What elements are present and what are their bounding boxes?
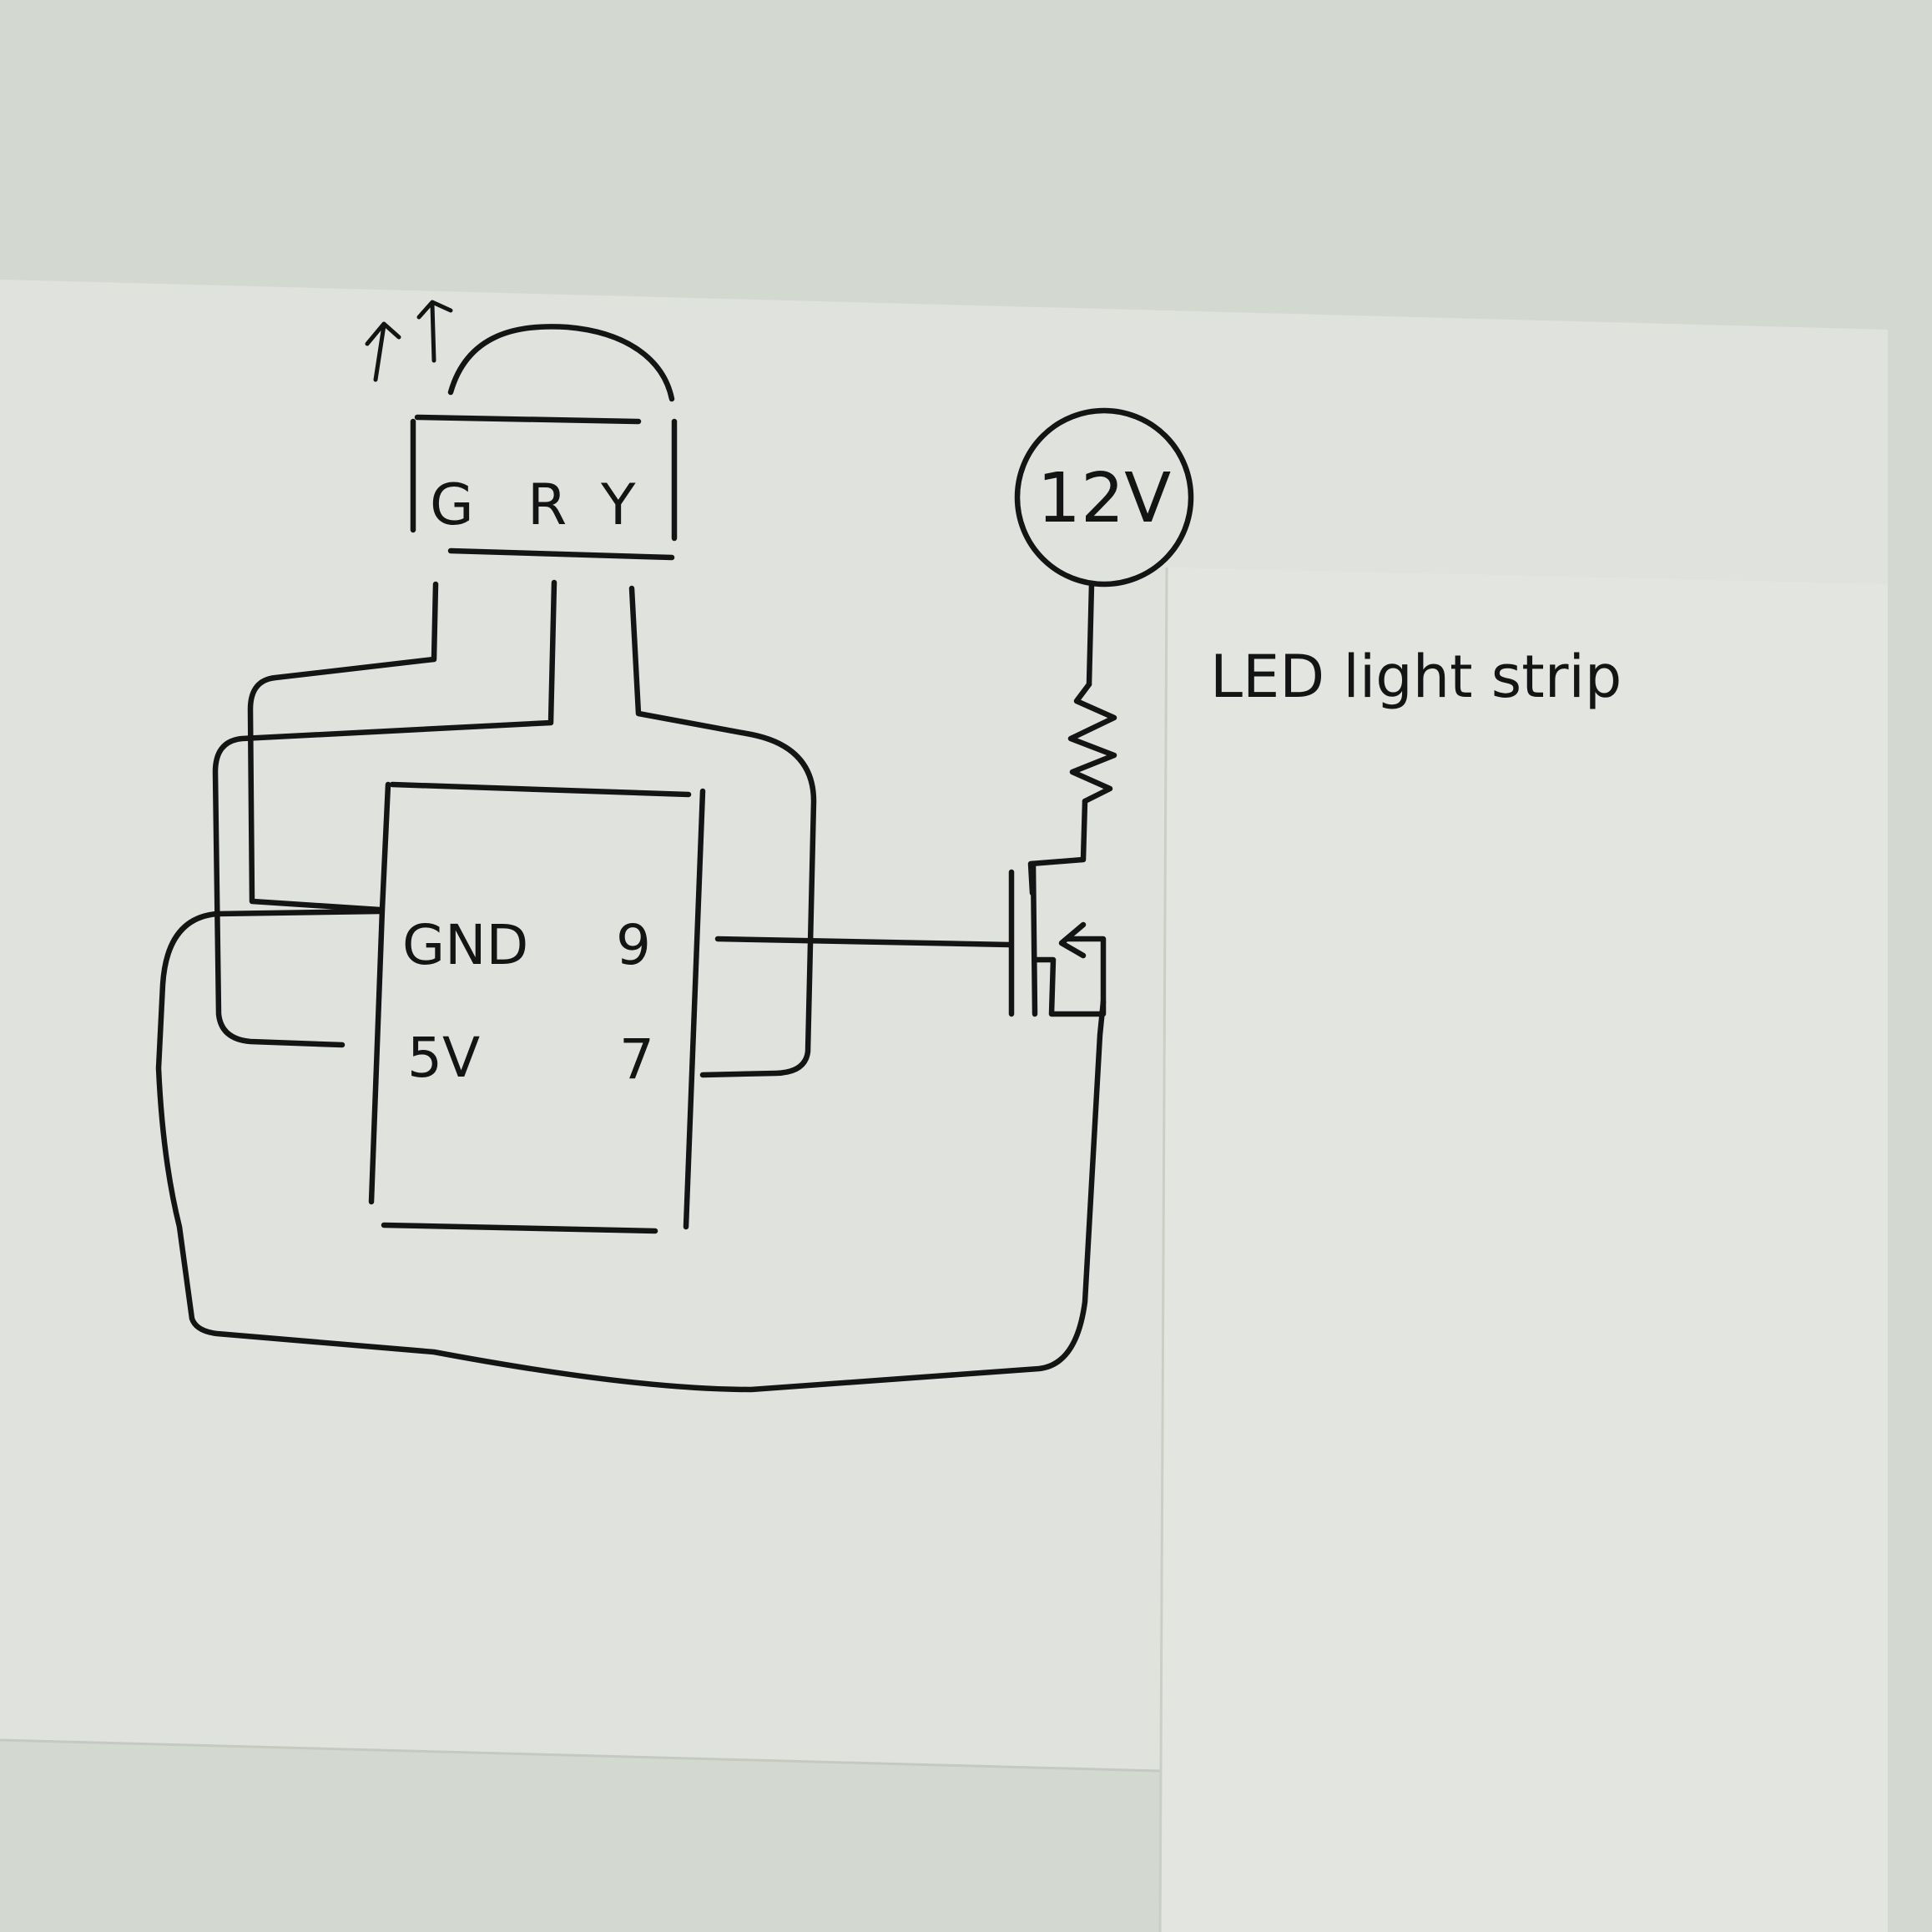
signal-arrow-icon	[365, 321, 401, 382]
board-top-edge	[389, 781, 692, 798]
power-stage: 12V	[1008, 407, 1194, 1017]
controller-board: GND 5V 9 7	[368, 781, 706, 1234]
board-pin-9: 9	[616, 913, 651, 977]
board-right-edge	[683, 788, 706, 1230]
signal-arrow-icon-2	[416, 300, 453, 363]
wire-supply	[1086, 581, 1095, 688]
paper-edge	[1158, 567, 1168, 1932]
led-strip-label: LED light strip	[1210, 643, 1622, 711]
board-bottom-edge	[381, 1222, 658, 1234]
board-pin-7: 7	[619, 1027, 654, 1092]
sensor-pin-g: G	[430, 472, 474, 538]
wires	[155, 579, 1107, 1393]
board-pin-5v: 5V	[407, 1026, 480, 1090]
mosfet-arrow-icon	[1058, 921, 1087, 959]
board-left-edge	[368, 781, 391, 1205]
power-source-label: 12V	[1037, 459, 1171, 538]
sensor-bottom-edge	[447, 547, 675, 561]
mosfet-source-lead	[1032, 936, 1107, 1017]
wire-gate	[714, 936, 1013, 948]
board-pin-gnd: GND	[402, 913, 528, 977]
sensor-top-edge	[414, 414, 642, 425]
paper-edge-bottom	[0, 1738, 1161, 1773]
sensor-dome	[447, 324, 675, 402]
sensor-module: G R Y	[365, 300, 678, 561]
resistor-symbol	[1067, 681, 1117, 805]
wire-ground-return	[155, 908, 1107, 1393]
mosfet-channel	[1030, 860, 1038, 1017]
wire-ground	[247, 581, 439, 913]
sensor-pin-y: Y	[600, 472, 636, 538]
wire-power-5v	[212, 579, 557, 1048]
wire-signal-pin7	[628, 585, 817, 1078]
paper-sheet-right	[1160, 567, 1888, 1932]
sensor-pin-r: R	[527, 472, 567, 538]
power-source-circle	[1014, 407, 1194, 588]
